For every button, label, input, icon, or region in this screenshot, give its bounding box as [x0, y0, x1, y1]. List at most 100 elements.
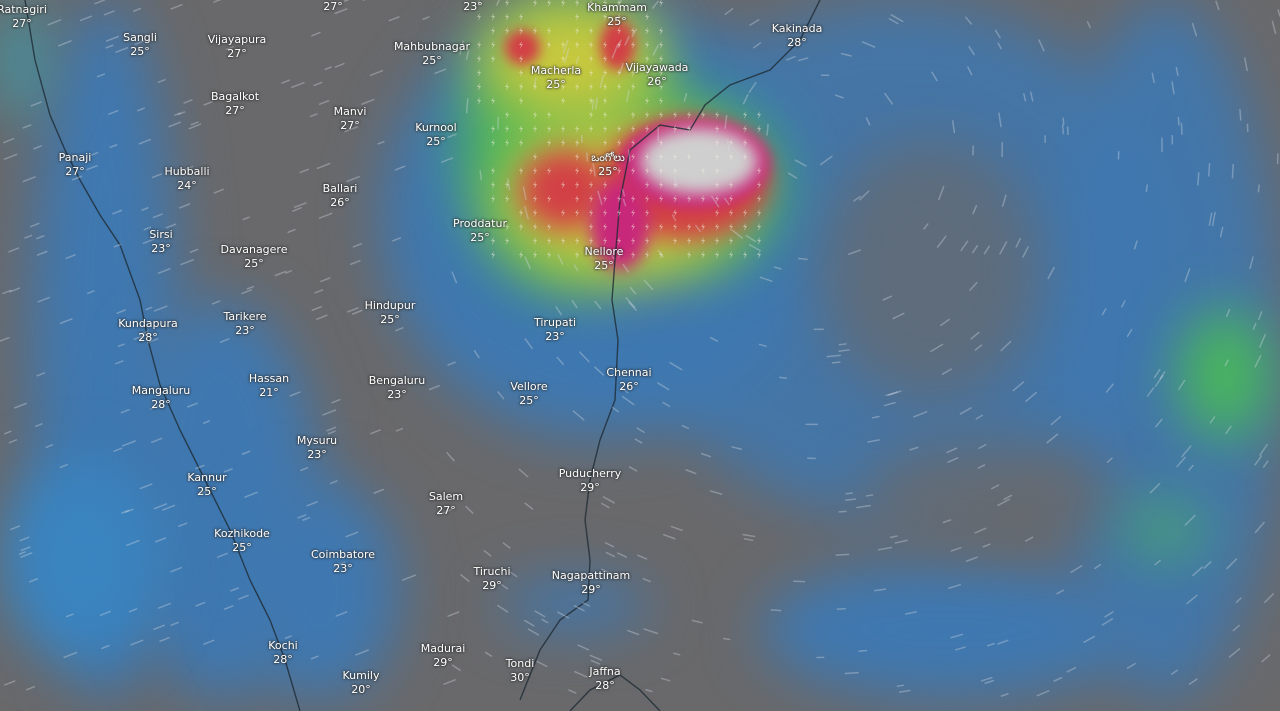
wind-streak — [982, 543, 991, 548]
lightning-icon — [729, 251, 733, 259]
wind-streak — [568, 689, 577, 694]
wind-streak — [709, 336, 719, 342]
city-label[interactable]: Chennai 26° — [606, 366, 652, 393]
lightning-icon — [743, 223, 747, 231]
city-label[interactable]: Tarikere 23° — [223, 310, 267, 337]
east-coastline — [519, 0, 821, 701]
city-label[interactable]: Mysuru 23° — [296, 434, 338, 461]
wind-streak — [724, 197, 730, 206]
lightning-icon — [603, 237, 607, 245]
city-label[interactable]: Kumily 20° — [342, 669, 380, 696]
city-label[interactable]: Nellore 25° — [584, 245, 624, 272]
wind-streak — [840, 52, 852, 57]
city-label[interactable]: Hubballi 24° — [164, 165, 210, 192]
city-label[interactable]: Mahbubnagar 25° — [393, 40, 471, 67]
city-label[interactable]: Coimbatore 23° — [311, 548, 375, 575]
city-label[interactable]: Nagapattinam 29° — [551, 569, 631, 596]
lightning-icon — [617, 153, 621, 161]
wind-streak — [377, 140, 385, 145]
city-label[interactable]: Davanagere 25° — [220, 243, 288, 270]
wind-streak — [748, 81, 757, 94]
city-label[interactable]: Hindupur 25° — [364, 299, 416, 326]
wind-streak — [188, 123, 202, 130]
lightning-icon — [547, 139, 551, 147]
lightning-icon — [743, 209, 747, 217]
wind-streak — [673, 652, 681, 656]
wind-streak — [1170, 669, 1178, 675]
wind-streak — [344, 126, 359, 133]
wind-streak — [334, 62, 345, 68]
city-label[interactable]: Madurai 29° — [420, 642, 466, 669]
wind-streak — [496, 0, 500, 6]
wind-streak — [274, 270, 287, 277]
lightning-icon — [491, 139, 495, 147]
wind-streak — [1264, 593, 1275, 604]
lightning-icon — [505, 27, 509, 35]
wind-streak — [373, 488, 385, 494]
city-label[interactable]: Tondi 30° — [505, 657, 535, 684]
city-label[interactable]: Khammam 25° — [587, 1, 647, 28]
city-label[interactable]: Puducherry 29° — [558, 467, 622, 494]
wind-streak — [1000, 340, 1012, 352]
city-label[interactable]: Ballari 26° — [322, 182, 358, 209]
wind-streak — [141, 207, 149, 211]
lightning-icon — [505, 111, 509, 119]
wind-streak — [627, 149, 631, 162]
city-label[interactable]: Salem 27° — [428, 490, 464, 517]
lightning-icon — [505, 0, 509, 7]
city-label[interactable]: Kozhikode 25° — [214, 527, 270, 554]
lightning-icon — [561, 83, 565, 91]
wind-streak — [126, 539, 140, 547]
wind-streak — [71, 175, 83, 181]
city-label[interactable]: Ratnagiri 27° — [0, 3, 47, 30]
city-label[interactable]: Vijayawada 26° — [625, 61, 689, 88]
lightning-icon — [659, 195, 663, 203]
city-label[interactable]: Kakinada 28° — [771, 22, 823, 49]
wind-streak — [20, 546, 31, 552]
city-label[interactable]: Sangli 25° — [123, 31, 157, 58]
wind-streak — [970, 331, 980, 340]
wind-streak — [885, 391, 899, 397]
lightning-icon — [603, 125, 607, 133]
lightning-icon — [533, 167, 537, 175]
wind-streak — [773, 266, 782, 270]
wind-streak — [1155, 418, 1163, 428]
lightning-icon — [491, 97, 495, 105]
wind-streak — [950, 633, 964, 639]
wind-streak — [124, 508, 134, 513]
wind-streak — [611, 406, 619, 413]
city-label[interactable]: Bengaluru 23° — [368, 374, 426, 401]
city-label[interactable]: Kannur 25° — [187, 471, 227, 498]
wind-streak — [138, 138, 151, 145]
wind-streak — [484, 651, 493, 657]
wind-streak — [502, 542, 511, 549]
city-label[interactable]: ఒంగోలు 25° — [591, 151, 625, 178]
city-label[interactable]: Vijayapura 27° — [207, 33, 267, 60]
city-label[interactable]: Vellore 25° — [510, 380, 548, 407]
city-label[interactable]: Panaji 27° — [58, 151, 92, 178]
city-label[interactable]: Manvi 27° — [333, 105, 367, 132]
city-label[interactable]: Sirsi 23° — [149, 228, 173, 255]
wind-streak — [997, 639, 1009, 645]
city-label[interactable]: Kundapura 28° — [118, 317, 178, 344]
wind-streak — [1254, 455, 1263, 466]
wind-streak — [621, 387, 629, 394]
lightning-icon — [631, 125, 635, 133]
wind-streak — [848, 249, 861, 255]
city-label[interactable]: Macherla 25° — [530, 64, 582, 91]
city-label[interactable]: Kurnool 25° — [415, 121, 457, 148]
city-label[interactable]: Tiruchi 29° — [473, 565, 511, 592]
wind-streak — [174, 112, 182, 116]
city-label[interactable]: Bagalkot 27° — [210, 90, 260, 117]
city-label[interactable]: Proddatur 25° — [453, 217, 507, 244]
city-label[interactable]: Mangaluru 28° — [131, 384, 191, 411]
wind-streak — [662, 533, 676, 540]
city-label[interactable]: Kochi 28° — [268, 639, 298, 666]
city-label[interactable]: Jaffna 28° — [589, 665, 621, 692]
wind-streak — [634, 438, 643, 444]
wind-streak — [394, 165, 406, 171]
wind-streak — [4, 680, 16, 686]
city-label[interactable]: Tirupati 23° — [533, 316, 577, 343]
city-label[interactable]: Hassan 21° — [248, 372, 290, 399]
